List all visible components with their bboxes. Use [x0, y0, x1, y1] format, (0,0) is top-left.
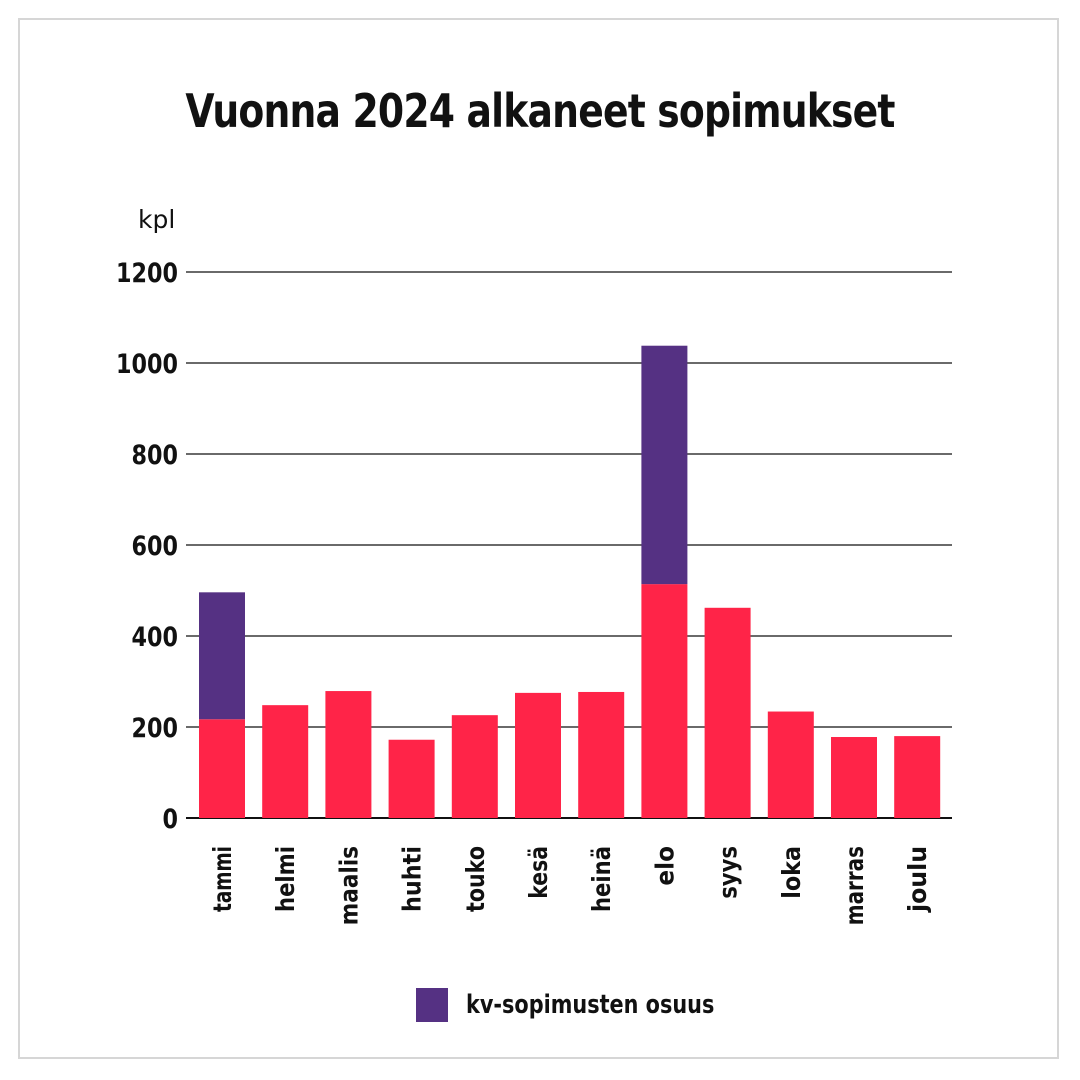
bar-kesa-kotimaiset [515, 692, 561, 818]
x-tick-label-joulu: joulu [903, 846, 932, 913]
y-tick-label-1200: 1200 [116, 258, 178, 289]
x-tick-label-touko: touko [461, 846, 490, 912]
bar-helmi-kotimaiset [262, 705, 309, 818]
bar-elo-kotimaiset [641, 584, 688, 818]
x-tick-label-loka: loka [777, 846, 806, 899]
x-tick-label-huhti: huhti [398, 846, 427, 912]
gridlines [186, 271, 952, 819]
x-tick-label-marras: marras [840, 846, 869, 925]
y-tick-label-600: 600 [132, 531, 179, 562]
y-tick-label-1000: 1000 [116, 349, 178, 380]
x-axis-labels: tammi helmi maalis huhti touko kesä heinä elo sy… [208, 846, 932, 925]
x-tick-label-heina: heinä [587, 846, 616, 912]
y-tick-label-800: 800 [132, 440, 179, 471]
bar-tammi-kv [199, 592, 245, 720]
bar-huhti-kotimaiset [388, 739, 435, 818]
y-axis-ticks: 0 200 400 600 800 1000 1200 [116, 258, 178, 835]
bar-marras-kotimaiset [831, 737, 877, 818]
y-tick-label-400: 400 [132, 622, 179, 653]
bar-touko-kotimaiset [451, 715, 498, 818]
bar-loka-kotimaiset [767, 711, 814, 818]
bar-joulu-kotimaiset [894, 736, 941, 818]
chart-title: Vuonna 2024 alkaneet sopimukset [185, 84, 895, 138]
bars [199, 345, 941, 818]
y-tick-label-0: 0 [163, 804, 179, 835]
legend-label-kv: kv-sopimusten osuus [466, 990, 715, 1020]
bar-maalis-kotimaiset [325, 691, 372, 818]
legend: kv-sopimusten osuus [416, 988, 776, 1022]
chart-frame [18, 18, 1059, 1059]
legend-swatch-kv [416, 988, 448, 1022]
x-tick-label-syys: syys [714, 846, 743, 899]
y-tick-label-200: 200 [132, 713, 179, 744]
bar-tammi-kotimaiset [199, 719, 245, 818]
y-axis-unit-label: kpl [138, 205, 175, 234]
x-tick-label-elo: elo [650, 846, 679, 886]
bar-elo-kv [641, 345, 688, 585]
x-tick-label-helmi: helmi [271, 846, 300, 912]
bar-syys-kotimaiset [704, 607, 751, 818]
bar-heina-kotimaiset [578, 691, 625, 818]
x-tick-label-kesa: kesä [524, 846, 553, 899]
x-tick-label-maalis: maalis [334, 846, 363, 925]
x-tick-label-tammi: tammi [208, 846, 237, 912]
